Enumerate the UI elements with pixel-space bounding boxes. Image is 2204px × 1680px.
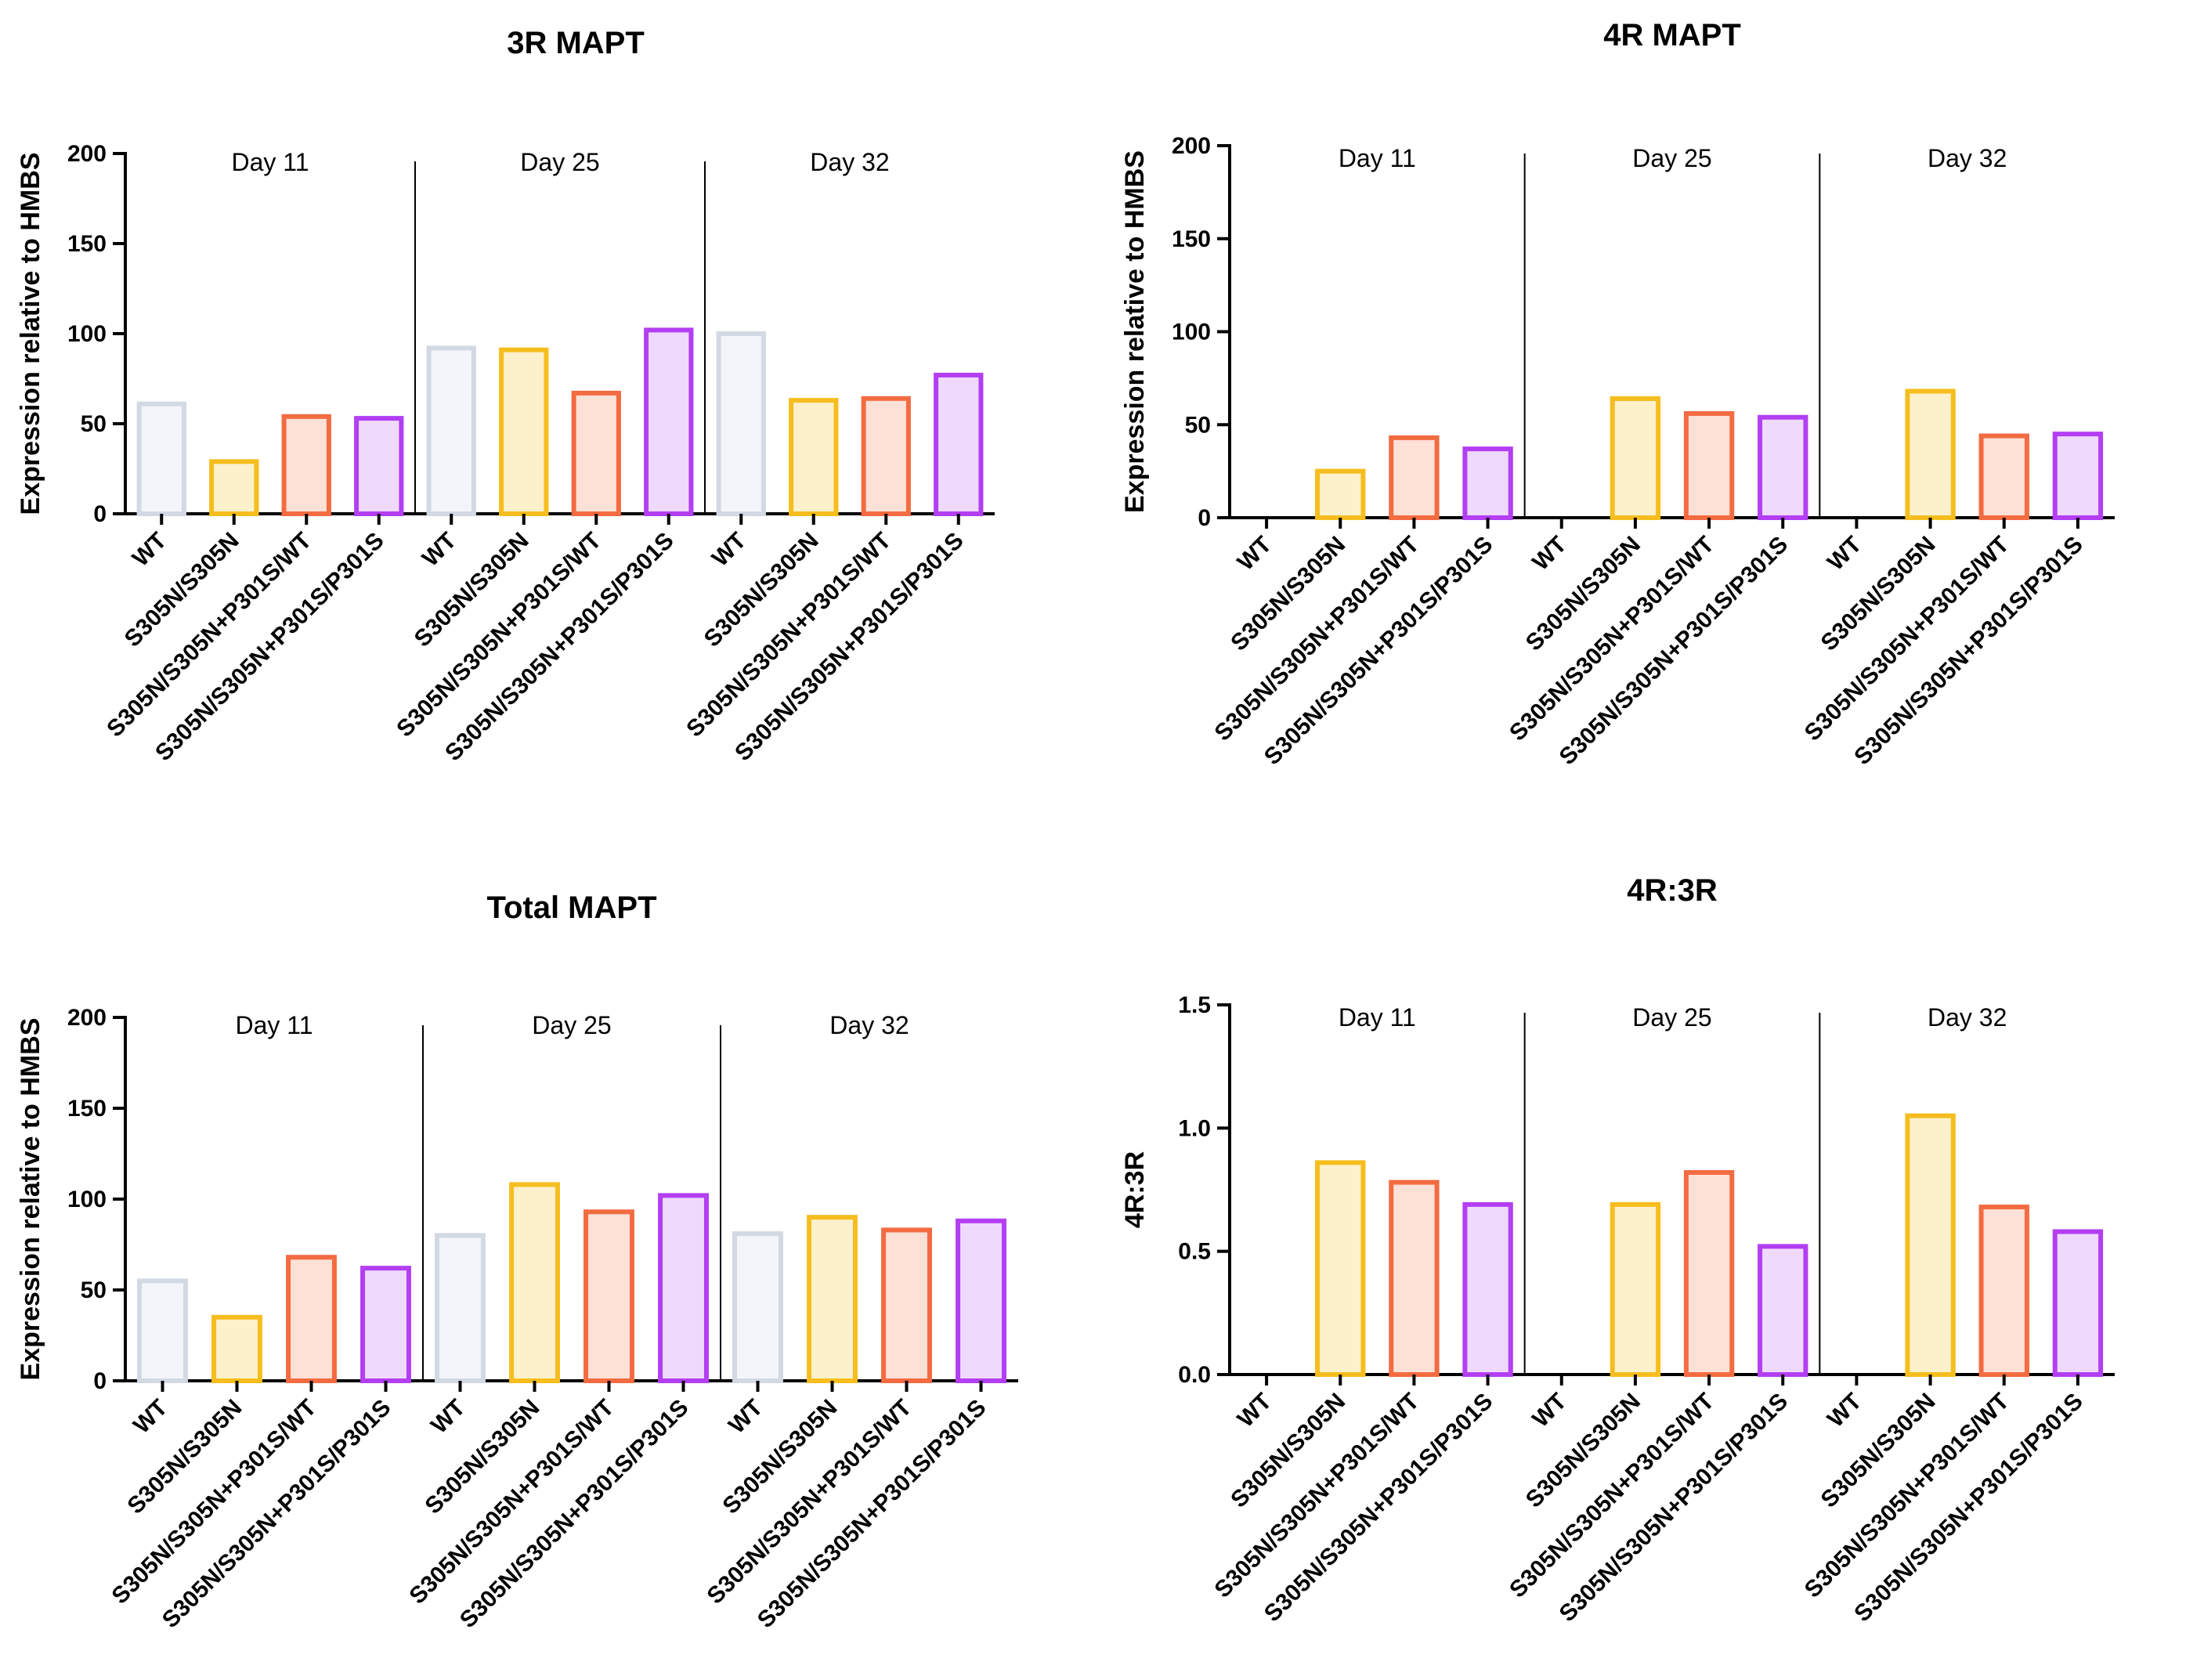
y-tick-label: 50 (81, 411, 107, 437)
x-tick-label: WT (128, 528, 172, 572)
y-tick-label: 100 (67, 1187, 107, 1212)
bar (137, 1278, 188, 1384)
bar (211, 1314, 262, 1384)
y-axis-label: Expression relative to HMBS (16, 1018, 45, 1381)
bar (584, 1209, 634, 1383)
group-label: Day 11 (231, 148, 309, 176)
group-label: Day 11 (1339, 1003, 1416, 1031)
group-label: Day 11 (1339, 144, 1416, 172)
x-tick-label: WT (707, 528, 751, 572)
bar (136, 401, 186, 517)
bar (499, 347, 549, 517)
bar (789, 398, 839, 516)
y-tick-label: 0 (93, 1368, 107, 1394)
bar (1462, 1201, 1513, 1377)
y-tick-label: 200 (1172, 133, 1211, 159)
group-label: Day 25 (532, 1011, 611, 1039)
y-axis-label: 4R:3R (1120, 1151, 1150, 1228)
x-tick-label: WT (1527, 532, 1571, 576)
chart-title: 4R MAPT (1603, 18, 1741, 52)
x-tick-label: WT (1233, 532, 1277, 576)
bar (354, 416, 404, 516)
y-tick-label: 50 (1185, 412, 1211, 438)
chart-title: 3R MAPT (507, 26, 645, 60)
y-tick-label: 0.0 (1178, 1362, 1211, 1388)
x-tick-label: WT (417, 528, 461, 572)
bar (281, 414, 331, 516)
chart-4r-mapt: 4R MAPT Expression relative to HMBS 0 50 100… (1120, 18, 2115, 770)
bar (1758, 1244, 1808, 1377)
x-tick-label: WT (1823, 1389, 1866, 1433)
group-label: Day 25 (520, 148, 599, 176)
bar (861, 396, 911, 516)
x-tick-label: WT (1233, 1389, 1277, 1433)
bar (1905, 1113, 1956, 1377)
bar (509, 1182, 560, 1383)
bar (1610, 1201, 1661, 1377)
bar (1389, 435, 1440, 520)
bar (658, 1193, 709, 1383)
chart-total-mapt: Total MAPT Expression relative to HMBS 0 50… (16, 891, 1018, 1633)
bar (956, 1218, 1006, 1383)
y-tick-label: 100 (67, 321, 107, 347)
bar (1978, 433, 2029, 520)
bar (1462, 446, 1513, 520)
bar (1389, 1180, 1440, 1378)
y-tick-label: 150 (67, 231, 107, 257)
bar (571, 390, 621, 516)
bar (1978, 1205, 2029, 1377)
y-tick-label: 0 (93, 501, 107, 527)
group-label: Day 32 (1928, 144, 2007, 172)
x-tick-label: WT (1527, 1389, 1571, 1433)
x-tick-label: WT (426, 1395, 470, 1439)
y-tick-label: 1.5 (1178, 992, 1211, 1018)
bar (1905, 388, 1956, 520)
y-tick-label: 150 (1172, 226, 1211, 252)
group-label: Day 25 (1632, 1003, 1711, 1031)
y-tick-label: 1.0 (1178, 1115, 1211, 1141)
bar (1758, 414, 1808, 520)
y-tick-label: 200 (67, 141, 107, 167)
x-tick-label: WT (128, 1395, 172, 1439)
y-tick-label: 50 (81, 1277, 107, 1303)
x-tick-label: WT (1823, 532, 1866, 576)
chart-3r-mapt: 3R MAPT Expression relative to HMBS 0 50 100… (16, 26, 995, 766)
bar (1683, 1169, 1735, 1378)
y-tick-label: 0 (1198, 505, 1211, 531)
bar (807, 1215, 858, 1383)
y-axis-label: Expression relative to HMBS (1120, 150, 1150, 513)
bar (716, 331, 766, 516)
y-axis-label: Expression relative to HMBS (16, 153, 45, 515)
bar (934, 372, 984, 516)
bar (1610, 396, 1661, 520)
bar (360, 1266, 411, 1384)
bar (426, 345, 476, 516)
y-tick-label: 200 (67, 1005, 107, 1031)
chart-title: Total MAPT (486, 891, 656, 925)
bar (1315, 1160, 1366, 1378)
bar (644, 327, 694, 516)
y-tick-label: 100 (1172, 320, 1211, 345)
group-label: Day 32 (829, 1011, 909, 1039)
y-tick-label: 150 (67, 1096, 107, 1122)
bar (2052, 432, 2104, 520)
group-label: Day 32 (810, 148, 889, 176)
bar (732, 1231, 783, 1383)
bar (1683, 411, 1735, 520)
bar (881, 1227, 932, 1383)
chart-title: 4R:3R (1627, 873, 1718, 908)
group-label: Day 32 (1928, 1003, 2007, 1031)
bar (209, 459, 259, 516)
y-tick-label: 0.5 (1178, 1239, 1211, 1265)
bar (286, 1255, 337, 1383)
group-label: Day 11 (235, 1011, 313, 1039)
bar (435, 1233, 486, 1384)
bar (1315, 468, 1366, 520)
bar (2052, 1229, 2104, 1377)
group-label: Day 25 (1632, 144, 1711, 172)
x-tick-label: WT (724, 1395, 768, 1439)
